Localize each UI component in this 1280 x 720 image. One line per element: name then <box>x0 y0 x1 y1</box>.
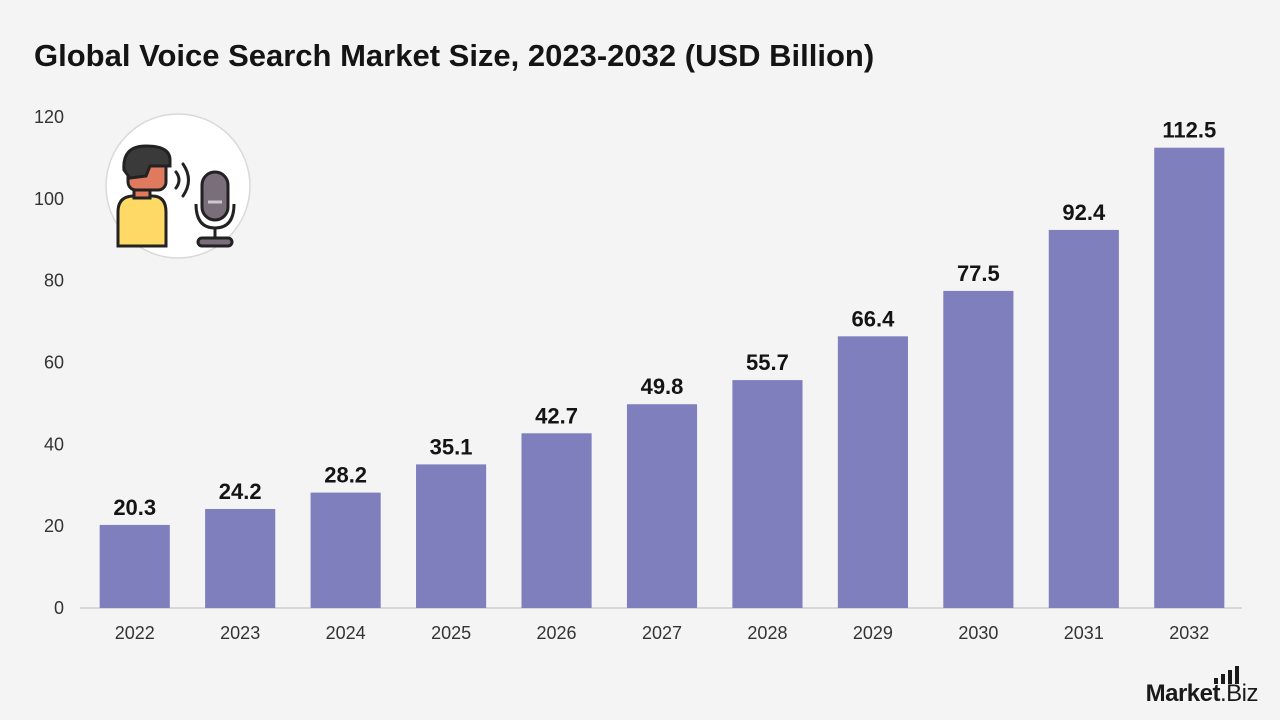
bar-2024 <box>310 492 381 608</box>
x-tick-label-2029: 2029 <box>853 623 893 643</box>
bar-2023 <box>205 508 276 608</box>
data-label-2031: 92.4 <box>1062 200 1106 225</box>
x-tick-label-2030: 2030 <box>958 623 998 643</box>
data-label-2028: 55.7 <box>746 350 789 375</box>
bar-2029 <box>837 336 908 608</box>
brand-name-regular: .Biz <box>1219 680 1259 707</box>
y-tick-label: 60 <box>44 353 64 373</box>
data-labels: 20.3 24.2 28.2 35.1 42.7 49.8 55.7 66.4 77.5 92.4… <box>113 118 1216 520</box>
data-label-2030: 77.5 <box>957 261 1000 286</box>
data-label-2032: 112.5 <box>1162 118 1216 143</box>
data-label-2027: 49.8 <box>641 374 684 399</box>
person-speaking-microphone-icon <box>105 113 251 259</box>
y-tick-label: 20 <box>44 516 64 536</box>
x-tick-label-2024: 2024 <box>326 623 366 643</box>
x-tick-label-2032: 2032 <box>1169 623 1209 643</box>
bar-2032 <box>1154 147 1225 608</box>
y-tick-label: 120 <box>34 107 64 127</box>
x-axis: 2022 2023 2024 2025 2026 2027 2028 2029 2030 2031… <box>115 623 1210 643</box>
data-label-2026: 42.7 <box>535 403 578 428</box>
bar-2028 <box>732 380 803 608</box>
y-tick-label: 80 <box>44 271 64 291</box>
chart-title: Global Voice Search Market Size, 2023-20… <box>34 38 875 73</box>
y-tick-label: 100 <box>34 189 64 209</box>
y-tick-label: 0 <box>54 598 64 618</box>
data-label-2024: 28.2 <box>324 463 367 488</box>
data-label-2029: 66.4 <box>851 306 895 331</box>
brand-name-bold: Market <box>1145 680 1221 707</box>
x-tick-label-2028: 2028 <box>747 623 787 643</box>
y-axis: 0 20 40 60 80 100 120 <box>34 107 64 618</box>
bar-2027 <box>626 404 698 608</box>
bar-2030 <box>943 290 1014 608</box>
brand-logo: Market.Biz <box>1145 666 1259 708</box>
data-label-2023: 24.2 <box>219 479 262 504</box>
bar-2031 <box>1048 229 1119 608</box>
bars-icon <box>1214 666 1239 684</box>
x-tick-label-2022: 2022 <box>115 623 155 643</box>
bars <box>99 147 1225 608</box>
x-tick-label-2025: 2025 <box>431 623 471 643</box>
bar-2025 <box>416 464 487 608</box>
data-label-2025: 35.1 <box>430 434 473 459</box>
bar-2026 <box>521 433 592 608</box>
x-tick-label-2031: 2031 <box>1064 623 1104 643</box>
bar-2022 <box>99 524 170 608</box>
y-tick-label: 40 <box>44 434 64 454</box>
data-label-2022: 20.3 <box>113 495 156 520</box>
x-tick-label-2023: 2023 <box>220 623 260 643</box>
x-tick-label-2027: 2027 <box>642 623 682 643</box>
x-tick-label-2026: 2026 <box>537 623 577 643</box>
